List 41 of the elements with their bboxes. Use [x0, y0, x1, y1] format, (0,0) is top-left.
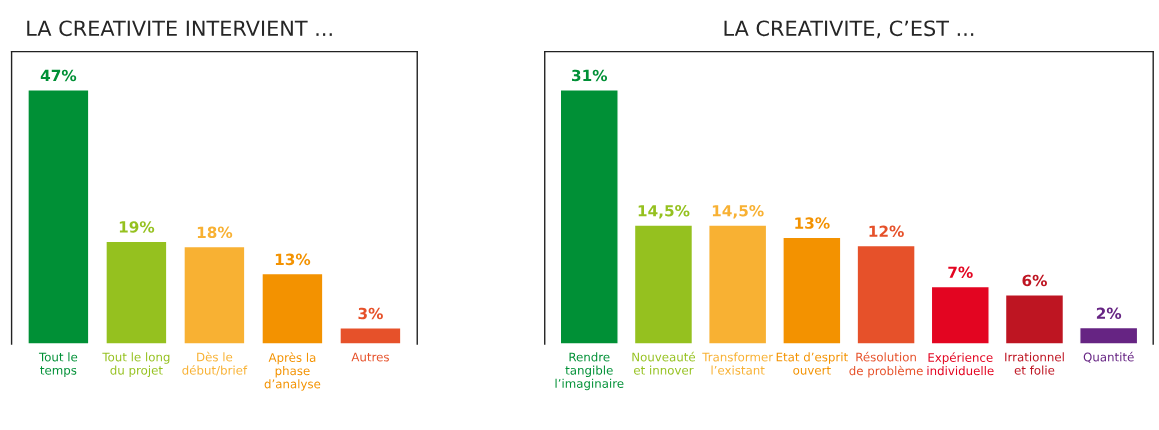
x-tick-label: Nouveauté et innover	[632, 351, 696, 375]
bar	[930, 285, 990, 344]
bar	[105, 240, 168, 344]
bar	[27, 89, 90, 344]
bar	[339, 327, 402, 344]
data-label: 13%	[275, 253, 311, 266]
data-label: 14,5%	[638, 205, 690, 219]
data-label: 31%	[571, 69, 608, 82]
data-label: 2%	[1096, 307, 1122, 320]
x-tick-label: Autres	[351, 352, 389, 362]
data-label: 47%	[40, 69, 77, 82]
data-label: 19%	[119, 221, 155, 233]
data-label: 7%	[948, 266, 973, 279]
data-label: 18%	[197, 226, 233, 239]
bar	[782, 236, 842, 344]
bar	[559, 89, 619, 344]
x-tick-label: Dès le début/brief	[182, 351, 248, 376]
bar	[633, 224, 694, 344]
data-label: 13%	[795, 217, 830, 229]
data-label: 3%	[358, 307, 383, 320]
chart-title: LA CREATIVITE, C’EST ...	[724, 20, 974, 39]
data-label: 6%	[1022, 274, 1047, 287]
bar	[856, 244, 916, 344]
bar	[708, 224, 768, 344]
chart-title: LA CREATIVITE INTERVIENT ...	[27, 20, 332, 37]
x-tick-label: Rendre tangible l’imaginaire	[555, 352, 624, 391]
x-tick-label: Résolution de problème	[849, 351, 923, 378]
data-label: 12%	[869, 225, 904, 238]
x-tick-label: Etat d’esprit ouvert	[776, 352, 848, 375]
bar	[261, 272, 324, 344]
x-tick-label: Après la phase d’analyse	[264, 352, 321, 391]
bar	[1079, 326, 1139, 344]
data-label: 14,5%	[712, 205, 764, 219]
x-tick-label: Quantité	[1083, 351, 1134, 363]
bar	[1004, 294, 1065, 344]
x-tick-label: Transformer l’existant	[702, 352, 774, 375]
bar	[183, 245, 246, 344]
x-tick-label: Tout le temps	[38, 352, 78, 377]
x-tick-label: Irrationnel et folie	[1005, 352, 1064, 375]
x-tick-label: Tout le long du projet	[102, 352, 170, 377]
x-tick-label: Expérience individuelle	[927, 352, 994, 376]
